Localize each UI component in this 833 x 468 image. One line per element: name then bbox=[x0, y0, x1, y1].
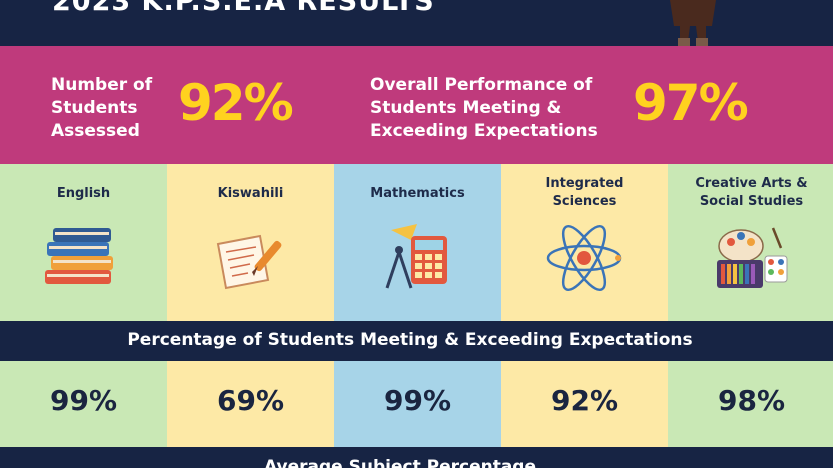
paint-palette-icon bbox=[717, 227, 788, 288]
percentage-value: 98% bbox=[717, 384, 786, 417]
percentage-cell-integrated-sciences: 92% bbox=[501, 361, 668, 447]
students-assessed-value: 92% bbox=[178, 74, 294, 132]
subject-card-mathematics: Mathematics bbox=[334, 164, 501, 321]
writing-icon bbox=[216, 234, 282, 290]
stats-banner: Number of Students Assessed 92% Overall … bbox=[0, 46, 833, 164]
percentage-cell-english: 99% bbox=[0, 361, 167, 447]
section-header: Percentage of Students Meeting & Exceedi… bbox=[0, 321, 833, 361]
overall-performance-value: 97% bbox=[633, 74, 749, 132]
subject-card-integrated-sciences: Integrated Sciences bbox=[501, 164, 668, 321]
bottom-section-header: Average Subject Percentage bbox=[0, 447, 833, 468]
percentage-value: 92% bbox=[550, 384, 619, 417]
overall-performance-label: Overall Performance of Students Meeting … bbox=[370, 75, 598, 141]
subject-card-creative-arts: Creative Arts & Social Studies bbox=[668, 164, 833, 321]
subject-name: English bbox=[56, 186, 111, 201]
bottom-section-title: Average Subject Percentage bbox=[263, 457, 536, 468]
subject-card-kiswahili: Kiswahili bbox=[167, 164, 334, 321]
calculator-icon bbox=[385, 224, 447, 289]
atom-icon bbox=[546, 225, 622, 291]
subject-card-english: English bbox=[0, 164, 167, 321]
percentage-value: 99% bbox=[49, 384, 118, 417]
percentage-value: 99% bbox=[383, 384, 452, 417]
section-title: Percentage of Students Meeting & Exceedi… bbox=[127, 330, 693, 350]
percentage-cell-mathematics: 99% bbox=[334, 361, 501, 447]
page-title: 2023 K.P.S.E.A RESULTS bbox=[52, 0, 435, 17]
students-assessed-label: Number of Students Assessed bbox=[51, 75, 153, 141]
percentage-cell-creative-arts: 98% bbox=[668, 361, 833, 447]
subject-name: Integrated Sciences bbox=[545, 176, 624, 209]
header-banner: 2023 K.P.S.E.A RESULTS bbox=[0, 0, 833, 46]
student-figure-image bbox=[670, 0, 716, 46]
percentage-cell-kiswahili: 69% bbox=[167, 361, 334, 447]
subject-name: Kiswahili bbox=[217, 186, 284, 201]
books-icon bbox=[45, 228, 113, 284]
percentage-value: 69% bbox=[216, 384, 285, 417]
subject-name: Creative Arts & Social Studies bbox=[695, 176, 808, 209]
subject-name: Mathematics bbox=[370, 186, 465, 201]
